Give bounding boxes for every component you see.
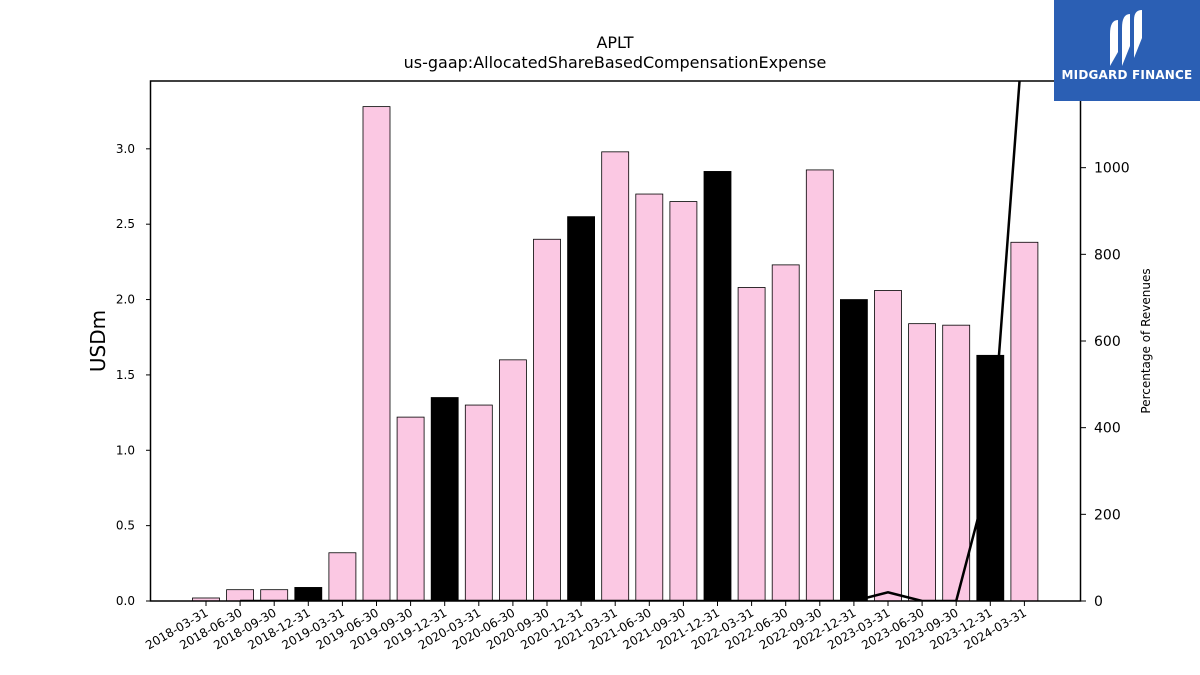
bar-2021-06-30 bbox=[635, 193, 664, 602]
bar-2023-12-31 bbox=[976, 354, 1005, 602]
chart-title: APLT bbox=[596, 33, 633, 52]
bar-2018-12-31 bbox=[294, 587, 323, 602]
bar-2024-03-31 bbox=[1010, 241, 1039, 602]
bar-2023-09-30 bbox=[942, 324, 971, 602]
bar-2018-06-30 bbox=[226, 589, 255, 602]
logo-mark-icon bbox=[1110, 10, 1142, 66]
logo-text: MIDGARD FINANCE bbox=[1061, 68, 1193, 82]
y-axis-right: 020040060080010001200 bbox=[1080, 74, 1130, 610]
y-tick-label: 0.0 bbox=[116, 594, 135, 608]
y2-tick-label: 800 bbox=[1094, 247, 1121, 263]
midgard-finance-logo: MIDGARD FINANCE bbox=[1054, 0, 1200, 101]
line-series bbox=[240, 81, 1021, 601]
y2-tick-label: 0 bbox=[1094, 594, 1103, 610]
bar-2023-03-31 bbox=[874, 290, 902, 602]
bar-2022-09-30 bbox=[805, 169, 834, 602]
percentage-line bbox=[240, 81, 1021, 601]
y-axis-left: 0.0 0.5 1.0 1.5 2.0 2.5 3.0 bbox=[116, 142, 151, 608]
y-tick-label: 2.5 bbox=[116, 217, 135, 231]
y-axis-label: USDm bbox=[86, 310, 110, 372]
bar-2020-12-31 bbox=[567, 216, 595, 602]
bar-2022-03-31 bbox=[737, 287, 766, 602]
bar-2020-03-31 bbox=[464, 404, 493, 602]
y-tick-label: 3.0 bbox=[116, 142, 135, 156]
y-tick-label: 2.0 bbox=[116, 293, 135, 307]
y-tick-label: 0.5 bbox=[116, 519, 135, 533]
y2-tick-label: 200 bbox=[1094, 507, 1121, 523]
chart-subtitle: us-gaap:AllocatedShareBasedCompensationE… bbox=[404, 53, 827, 72]
bar-2018-09-30 bbox=[260, 589, 289, 602]
bar-series bbox=[192, 106, 1039, 602]
bar-2022-06-30 bbox=[771, 264, 800, 602]
bar-2020-09-30 bbox=[533, 238, 561, 602]
y2-tick-label: 400 bbox=[1094, 421, 1121, 437]
y2-tick-label: 1000 bbox=[1094, 161, 1130, 177]
x-axis: 2018-03-312018-06-302018-09-302018-12-31… bbox=[143, 601, 1029, 652]
bar-2021-09-30 bbox=[669, 201, 698, 602]
y2-tick-label: 600 bbox=[1094, 334, 1121, 350]
bar-2022-12-31 bbox=[840, 299, 868, 602]
bar-2019-12-31 bbox=[430, 397, 459, 602]
bar-2020-06-30 bbox=[498, 359, 527, 602]
y-tick-label: 1.5 bbox=[116, 368, 135, 382]
bar-2019-03-31 bbox=[328, 552, 357, 602]
y-tick-label: 1.0 bbox=[116, 443, 135, 457]
bar-2021-03-31 bbox=[601, 151, 630, 602]
bar-2023-06-30 bbox=[908, 323, 936, 602]
bar-2019-06-30 bbox=[362, 106, 391, 602]
y2-axis-label: Percentage of Revenues bbox=[1139, 268, 1153, 413]
bar-2021-12-31 bbox=[703, 171, 732, 602]
bar-2019-09-30 bbox=[396, 416, 425, 602]
